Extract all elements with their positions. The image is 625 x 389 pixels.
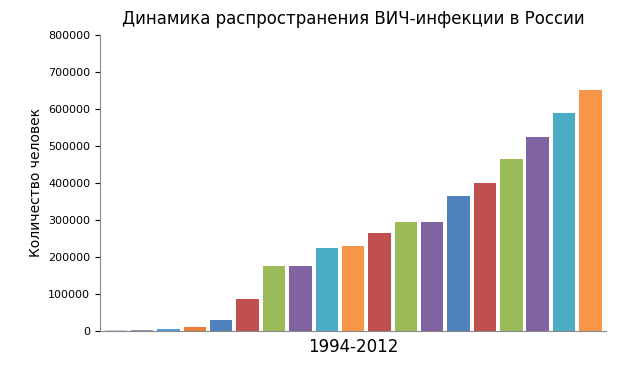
X-axis label: 1994-2012: 1994-2012 bbox=[308, 338, 398, 356]
Bar bbox=[553, 113, 575, 331]
Bar bbox=[236, 299, 259, 331]
Bar bbox=[394, 222, 417, 331]
Bar bbox=[579, 91, 602, 331]
Bar bbox=[263, 266, 285, 331]
Bar bbox=[316, 247, 338, 331]
Bar bbox=[526, 137, 549, 331]
Bar bbox=[289, 266, 312, 331]
Title: Динамика распространения ВИЧ-инфекции в России: Динамика распространения ВИЧ-инфекции в … bbox=[122, 10, 584, 28]
Bar bbox=[500, 159, 522, 331]
Y-axis label: Количество человек: Количество человек bbox=[29, 108, 42, 258]
Bar bbox=[184, 327, 206, 331]
Bar bbox=[474, 183, 496, 331]
Bar bbox=[342, 246, 364, 331]
Bar bbox=[210, 320, 232, 331]
Bar bbox=[158, 329, 180, 331]
Bar bbox=[368, 233, 391, 331]
Bar bbox=[448, 196, 470, 331]
Bar bbox=[421, 222, 443, 331]
